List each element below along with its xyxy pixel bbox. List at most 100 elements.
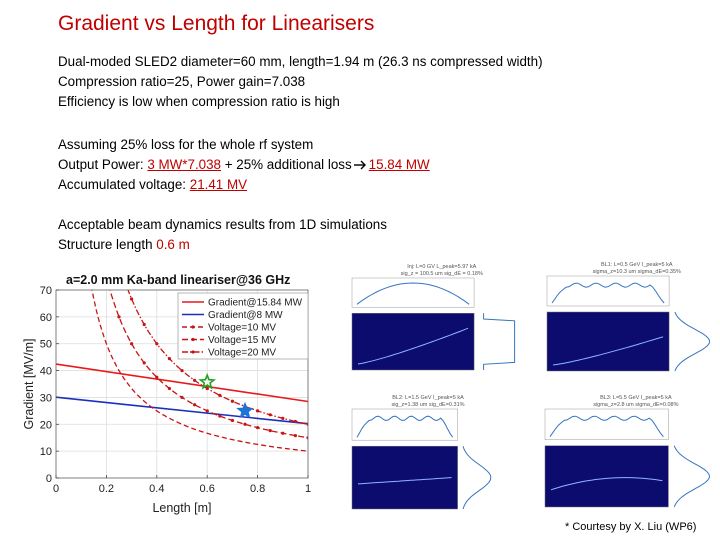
series-point-4 (117, 315, 121, 319)
sim-title-line: sigma_z=2.8 um sigma_dE=0.08% (593, 402, 678, 408)
series-point-5 (193, 378, 197, 382)
series-point-5 (268, 413, 272, 417)
x-tick-label: 1 (305, 483, 311, 495)
sled-line-3: Efficiency is low when compression ratio… (58, 94, 340, 109)
series-point-5 (142, 322, 146, 327)
sim-phase-space-trace (550, 477, 663, 491)
sim-current-frame (544, 408, 669, 440)
sim-phase-space-frame (544, 445, 669, 508)
gradient-length-chart: 0 0.2 0.4 0.6 0.8 1 0 10 20 30 40 50 60 70 a=2.0 mm Ka… (22, 270, 322, 518)
operating-point-star-2 (236, 401, 254, 419)
sim-current-frame (351, 277, 475, 308)
series-point-5 (256, 409, 260, 413)
sim-title-line: sigma_z=10.3 um sigma_dE=0.35% (593, 269, 681, 275)
x-axis-label: Length [m] (152, 501, 211, 515)
series-line-5 (127, 290, 308, 425)
legend-marker-5 (191, 350, 195, 354)
operating-point-star-1 (198, 372, 217, 390)
series-point-5 (293, 419, 297, 424)
series-point-5 (167, 357, 171, 361)
series-point-4 (142, 361, 146, 365)
legend-label-5: Voltage=20 MV (208, 348, 276, 359)
sim-current-profile (549, 415, 664, 438)
x-tick-label: 0.4 (149, 483, 164, 495)
series-point-4 (193, 403, 197, 407)
series-point-4 (218, 414, 222, 418)
x-tick-label: 0.8 (250, 483, 265, 495)
series-point-4 (167, 386, 171, 391)
sim-current-profile (356, 282, 470, 305)
voltage-line: Accumulated voltage: 21.41 MV (58, 175, 430, 195)
chart-title: a=2.0 mm Ka-band lineariser@36 GHz (66, 273, 290, 287)
series-point-4 (230, 418, 234, 423)
legend-marker-3 (191, 325, 195, 329)
series-line-1 (56, 363, 308, 403)
x-tick-label: 0.2 (99, 483, 114, 495)
y-tick-label: 40 (40, 366, 52, 378)
sim-energy-histogram (483, 313, 516, 370)
series-line-2 (56, 396, 308, 425)
sled-line-2: Compression ratio=25, Power gain=7.038 (58, 74, 306, 89)
voltage-value: 21.41 MV (189, 177, 248, 192)
structure-length-line: Structure length 0.6 m (58, 235, 387, 255)
y-axis-label: Gradient [MV/m] (22, 339, 36, 430)
legend-label-2: Gradient@8 MW (208, 310, 283, 321)
voltage-label: Accumulated voltage: (58, 177, 190, 192)
sim-current-profile (551, 282, 665, 304)
slide-title: Gradient vs Length for Linearisers (58, 12, 375, 35)
structure-length-value: 0.6 m (156, 237, 190, 252)
structure-length-label: Structure length (58, 237, 157, 252)
sim-phase-space-trace (357, 477, 452, 485)
y-tick-label: 10 (40, 446, 52, 458)
output-power-line: Output Power: 3 MW*7.038 + 25% additiona… (58, 155, 430, 175)
series-point-4 (293, 433, 297, 438)
loss-assumption: Assuming 25% loss for the whole rf syste… (58, 137, 314, 152)
sim-title-line: sig_z = 100.5 um sig_dE = 0.18% (401, 271, 483, 277)
plot-frame (55, 289, 309, 479)
sim-panel-bl1: BL1: L=0.5 GeV I_peak=5 kA sigma_z=10.3 u… (535, 260, 720, 385)
sim-current-profile (356, 415, 454, 438)
sim-energy-histogram (462, 446, 492, 510)
series-line-4 (109, 290, 308, 439)
legend-label-4: Voltage=15 MV (208, 335, 276, 346)
series-point-5 (180, 368, 184, 373)
loss-note: + 25% additional loss (221, 157, 352, 172)
sim-title-line: sig_z=1.38 um sig_dE=0.31% (391, 402, 464, 408)
power-assumptions: Assuming 25% loss for the whole rf syste… (58, 135, 430, 195)
legend-box (177, 292, 309, 360)
series-point-5 (205, 386, 209, 391)
series-point-5 (230, 399, 234, 403)
series-point-4 (256, 426, 260, 430)
sim-title-line: BL3: L=5.5 GeV I_peak=5 kA (600, 395, 672, 401)
sim-energy-histogram (674, 311, 711, 372)
series-point-5 (155, 342, 159, 346)
y-tick-label: 60 (40, 312, 52, 324)
beam-dynamics-line: Acceptable beam dynamics results from 1D… (58, 217, 387, 232)
sim-current-frame (546, 275, 670, 307)
sim-phase-space-trace (357, 327, 469, 365)
series-point-5 (130, 297, 134, 301)
sim-phase-space-frame (546, 311, 670, 372)
legend-marker-4 (191, 337, 195, 342)
sim-phase-space-trace (552, 336, 664, 366)
series-point-4 (130, 342, 134, 346)
sim-energy-histogram (673, 445, 711, 508)
series-point-4 (268, 429, 272, 433)
x-tick-label: 0 (53, 483, 59, 495)
series-point-5 (218, 393, 222, 397)
series-line-3 (91, 290, 308, 452)
credit-note: * Courtesy by X. Liu (WP6) (565, 521, 697, 533)
beam-dynamics: Acceptable beam dynamics results from 1D… (58, 215, 387, 255)
sim-phase-space-frame (351, 445, 458, 510)
sled-parameters: Dual-moded SLED2 diameter=60 mm, length=… (58, 52, 543, 112)
sim-title-line: BL1: L=0.5 GeV I_peak=5 kA (601, 262, 673, 268)
output-power-result: 15.84 MW (368, 157, 430, 172)
series-point-4 (243, 422, 247, 426)
legend-label-1: Gradient@15.84 MW (208, 298, 303, 309)
y-tick-label: 70 (40, 285, 52, 297)
